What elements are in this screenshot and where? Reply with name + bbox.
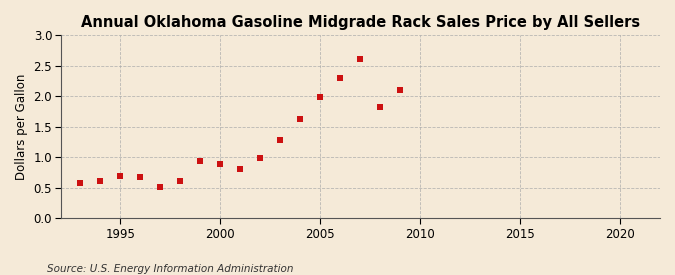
Point [115,174,126,178]
Point [95,179,106,184]
Point [315,95,326,99]
Point [215,162,225,167]
Point [395,88,406,92]
Point [75,181,86,186]
Text: Source: U.S. Energy Information Administration: Source: U.S. Energy Information Administ… [47,264,294,274]
Point [295,117,306,121]
Point [195,159,206,164]
Point [175,179,186,184]
Point [155,185,166,189]
Point [255,156,266,161]
Y-axis label: Dollars per Gallon: Dollars per Gallon [15,73,28,180]
Point [375,105,385,109]
Point [235,167,246,172]
Point [335,76,346,80]
Point [275,138,286,142]
Point [355,57,366,61]
Point [135,175,146,179]
Title: Annual Oklahoma Gasoline Midgrade Rack Sales Price by All Sellers: Annual Oklahoma Gasoline Midgrade Rack S… [81,15,640,30]
